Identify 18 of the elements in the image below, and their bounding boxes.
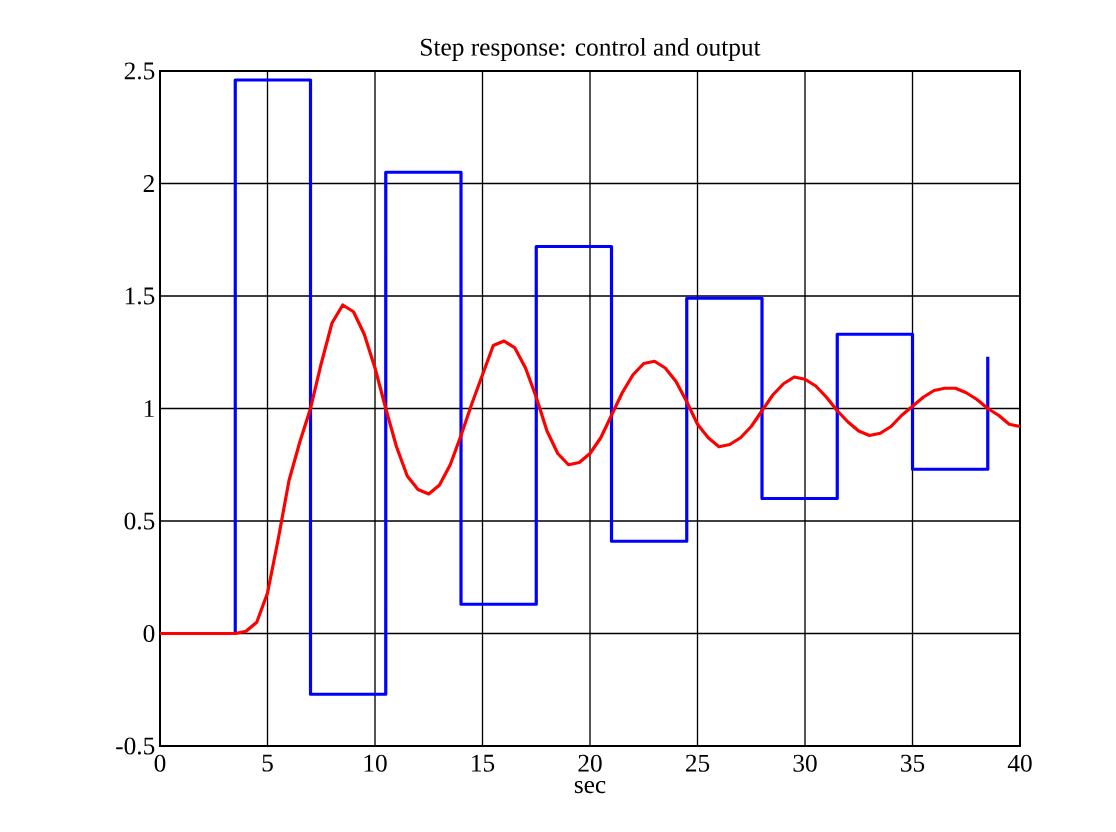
y-tick-label: 0.5	[124, 512, 155, 530]
x-tick-label: 5	[262, 754, 273, 772]
y-tick-label: -0.5	[116, 737, 155, 755]
y-tick-label: 2	[143, 175, 154, 192]
chart-title: Step response: control and output	[421, 37, 761, 61]
x-tick-label: 20	[578, 754, 602, 772]
y-tick-label: 1.5	[125, 287, 155, 305]
y-tick-label: 1	[144, 400, 154, 417]
y-tick-label: 0	[143, 624, 155, 643]
x-tick-label: 30	[793, 754, 817, 772]
y-tick-label: 2.5	[124, 62, 155, 80]
x-tick-label: 25	[685, 754, 710, 772]
x-axis-title: sec	[574, 780, 606, 794]
x-tick-label: 40	[1007, 754, 1032, 772]
x-tick-label: 35	[901, 754, 925, 772]
x-tick-label: 10	[364, 754, 387, 772]
x-tick-label: 15	[472, 754, 495, 772]
x-tick-label: 0	[154, 754, 166, 772]
